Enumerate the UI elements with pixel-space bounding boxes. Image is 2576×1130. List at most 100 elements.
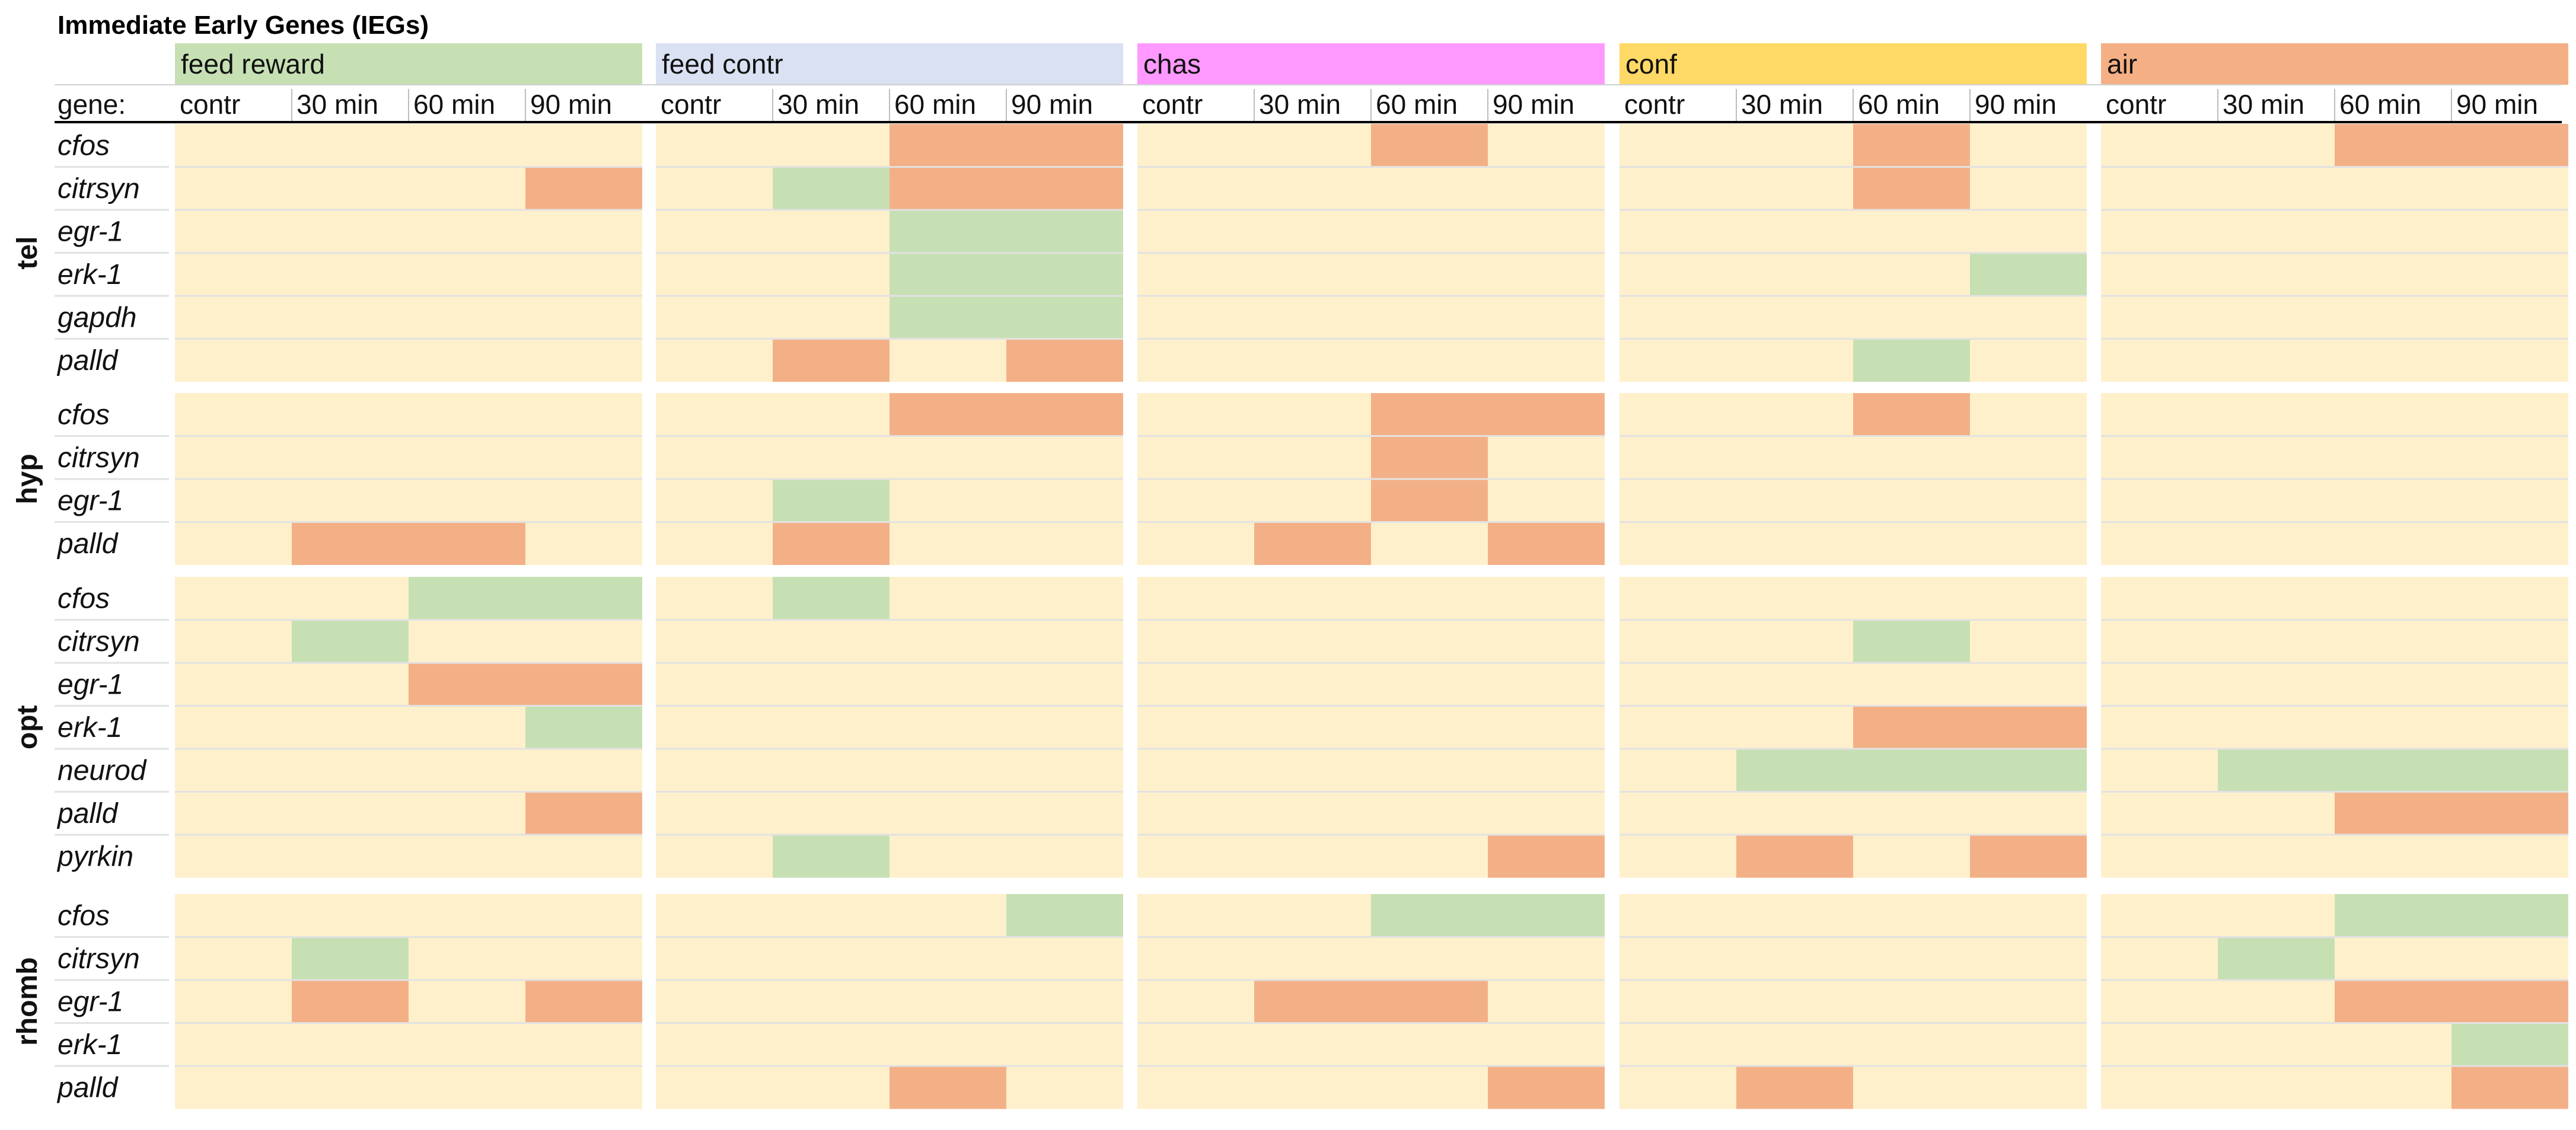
- gene-label-tel-egr-1: egr-1: [58, 216, 123, 248]
- heat-cell: [1371, 749, 1488, 792]
- time-label: 60 min: [894, 89, 976, 120]
- heat-cell: [1970, 1023, 2087, 1066]
- heat-cell: [2218, 253, 2335, 296]
- heat-cell: [1488, 980, 1605, 1023]
- gene-label-rhomb-egr-1: egr-1: [58, 987, 123, 1018]
- heat-cell: [1371, 124, 1488, 167]
- heat-cell: [1371, 393, 1488, 436]
- heat-cell: [890, 393, 1006, 436]
- heat-cell: [1736, 436, 1853, 479]
- heat-cell: [1970, 522, 2087, 565]
- gene-label-hyp-citrsyn: citrsyn: [58, 442, 140, 474]
- heat-cell: [1371, 1066, 1488, 1109]
- heat-cell: [1137, 1023, 1254, 1066]
- heat-cell: [1970, 894, 2087, 937]
- heat-cell: [525, 937, 642, 980]
- heat-cell: [890, 663, 1006, 706]
- heat-cell: [175, 253, 292, 296]
- heat-cell: [773, 124, 890, 167]
- heat-cell: [1853, 479, 1970, 522]
- heat-cell: [1006, 620, 1123, 663]
- heat-cell: [656, 749, 773, 792]
- heat-cell: [1736, 749, 1853, 792]
- heat-cell: [1853, 749, 1970, 792]
- heat-cell: [1853, 663, 1970, 706]
- heat-cell: [2451, 663, 2568, 706]
- heat-cell: [890, 1023, 1006, 1066]
- heat-cell: [1254, 577, 1371, 620]
- heat-cell: [773, 522, 890, 565]
- heat-cell: [1853, 937, 1970, 980]
- heat-cell: [1736, 339, 1853, 382]
- heat-cell: [890, 522, 1006, 565]
- heat-cell: [656, 339, 773, 382]
- heat-cell: [2101, 253, 2218, 296]
- heat-cell: [1006, 1066, 1123, 1109]
- heat-cell: [2451, 937, 2568, 980]
- heat-cell: [1137, 210, 1254, 253]
- time-label: 30 min: [1259, 89, 1341, 120]
- heat-cell: [2451, 167, 2568, 210]
- heat-cell: [1736, 479, 1853, 522]
- heat-cell: [1006, 124, 1123, 167]
- heat-cell: [1488, 1023, 1605, 1066]
- gene-label-tel-palld: palld: [56, 345, 119, 376]
- heat-cell: [1736, 210, 1853, 253]
- heat-cell: [409, 393, 525, 436]
- heat-cell: [2218, 339, 2335, 382]
- heat-cell: [1137, 894, 1254, 937]
- heat-cell: [1371, 339, 1488, 382]
- heat-cell: [525, 663, 642, 706]
- heat-cell: [409, 663, 525, 706]
- gene-label-rhomb-palld: palld: [56, 1072, 119, 1104]
- heat-cell: [1970, 577, 2087, 620]
- heat-cell: [1970, 296, 2087, 339]
- heat-cell: [175, 749, 292, 792]
- heat-cell: [2451, 124, 2568, 167]
- heat-cell: [1006, 937, 1123, 980]
- heat-cell: [1970, 479, 2087, 522]
- condition-label-air: air: [2107, 49, 2137, 79]
- heat-cell: [890, 1066, 1006, 1109]
- heat-cell: [890, 749, 1006, 792]
- heat-cell: [890, 835, 1006, 878]
- heat-cell: [1970, 210, 2087, 253]
- heat-cell: [292, 706, 409, 749]
- heat-cell: [525, 1066, 642, 1109]
- heat-cell: [2101, 393, 2218, 436]
- heat-cell: [1006, 167, 1123, 210]
- heat-cell: [1006, 339, 1123, 382]
- heat-cell: [1853, 791, 1970, 835]
- heat-cell: [1970, 393, 2087, 436]
- heat-cell: [409, 436, 525, 479]
- heat-cell: [525, 167, 642, 210]
- heat-cell: [175, 791, 292, 835]
- heat-cell: [292, 296, 409, 339]
- time-label: 90 min: [2456, 89, 2538, 120]
- region-label-opt: opt: [12, 705, 43, 749]
- heat-cell: [2101, 663, 2218, 706]
- heat-cell: [525, 479, 642, 522]
- heat-cell: [656, 296, 773, 339]
- heat-cell: [656, 835, 773, 878]
- heat-cell: [890, 980, 1006, 1023]
- heat-cell: [525, 620, 642, 663]
- heat-cell: [1371, 980, 1488, 1023]
- heat-cell: [1488, 479, 1605, 522]
- heat-cell: [1254, 296, 1371, 339]
- heat-cell: [1137, 706, 1254, 749]
- heat-cell: [1371, 1023, 1488, 1066]
- time-label: contr: [1142, 89, 1203, 120]
- heat-cell: [773, 253, 890, 296]
- condition-band-chas: [1137, 43, 1605, 85]
- gene-label-tel-gapdh: gapdh: [58, 302, 136, 334]
- heat-cell: [409, 749, 525, 792]
- heat-cell: [2101, 980, 2218, 1023]
- heat-cell: [656, 663, 773, 706]
- heat-cell: [1137, 167, 1254, 210]
- heat-cell: [1371, 167, 1488, 210]
- heat-cell: [656, 577, 773, 620]
- heat-cell: [2101, 620, 2218, 663]
- heat-cell: [2451, 791, 2568, 835]
- heat-cell: [890, 620, 1006, 663]
